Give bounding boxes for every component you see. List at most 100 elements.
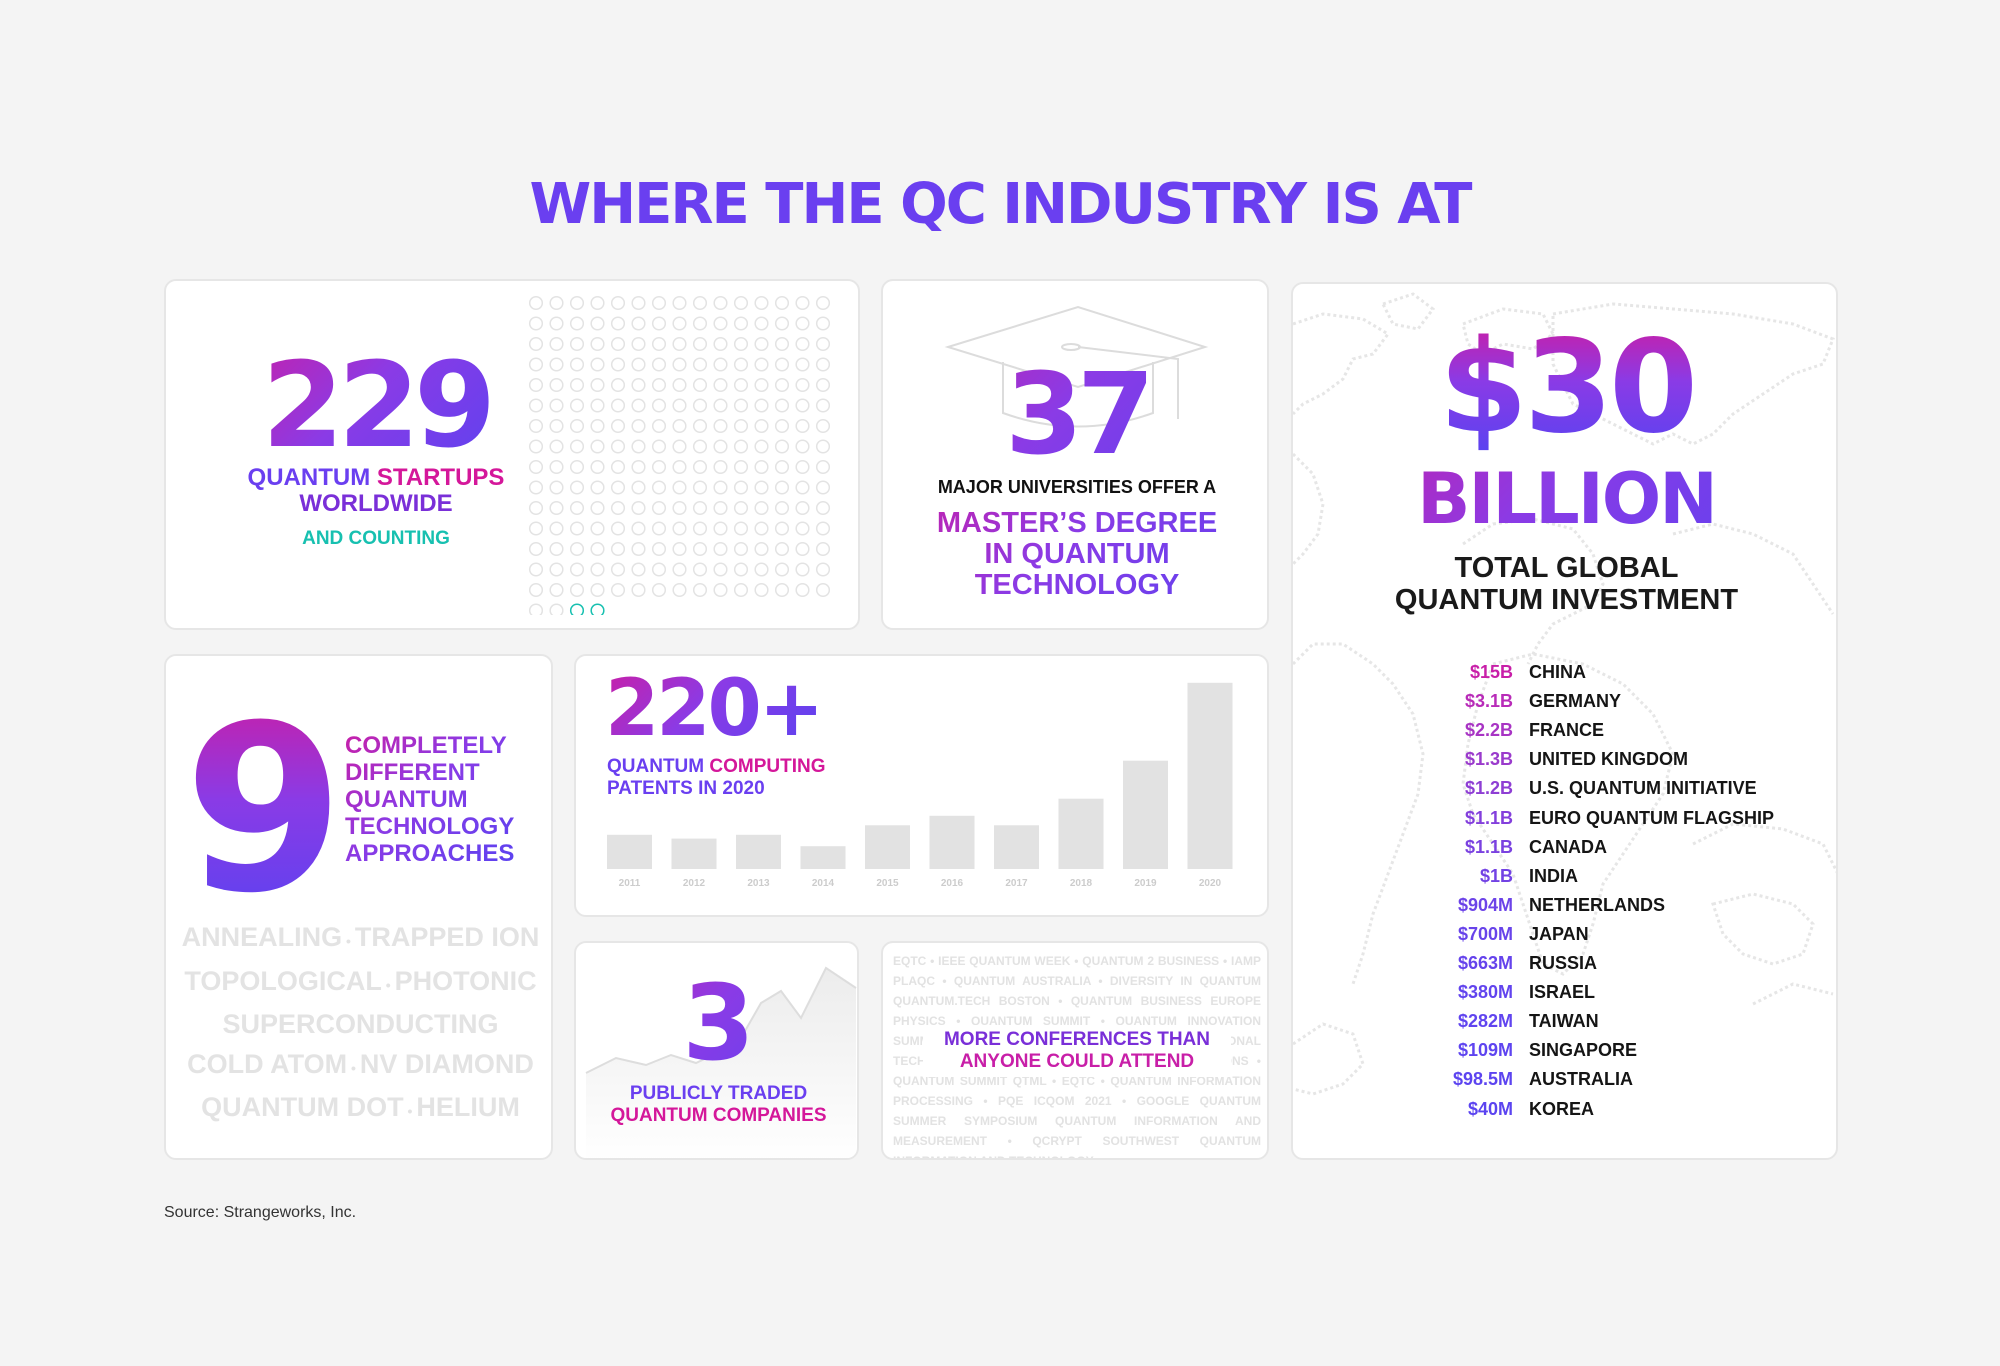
public-companies-line2: QUANTUM COMPANIES: [610, 1105, 827, 1126]
startup-dot: [528, 295, 544, 311]
startup-dot: [713, 582, 728, 598]
technology-text-line5: APPROACHES: [345, 840, 515, 867]
startup-dot: [692, 582, 708, 598]
startup-dot: [795, 398, 810, 413]
startup-dot: [713, 377, 728, 393]
startup-dot: [774, 316, 790, 331]
startup-dot: [590, 295, 605, 311]
startup-dot: [774, 295, 790, 311]
startup-dot: [795, 336, 810, 352]
technology-approach: TRAPPED ION: [354, 922, 540, 952]
technology-approaches-line: SUPERCONDUCTING: [166, 1005, 551, 1045]
startup-dot: [528, 439, 544, 454]
startups-label-quantum: QUANTUM: [247, 464, 377, 491]
patents-card: 2011 2012 2013 2014 2015 2016 2017 2018 2019 2020…: [574, 654, 1269, 917]
startup-dot: [754, 316, 769, 331]
startup-dot: [549, 357, 564, 372]
startup-dot: [631, 336, 646, 352]
patents-bar: [800, 846, 846, 869]
investment-amount-value: $1.2B: [1464, 778, 1513, 799]
startup-dot: [672, 562, 687, 577]
startup-dot: [590, 480, 605, 495]
investment-subtitle-line1: TOTAL GLOBAL: [1454, 552, 1679, 584]
startup-dot: [610, 295, 626, 311]
startup-dot: [569, 603, 585, 615]
startup-dot: [610, 377, 626, 393]
investment-country: CANADA: [1529, 836, 1607, 857]
startup-dot: [631, 500, 646, 516]
investment-amount-value: $1B: [1479, 865, 1513, 886]
startup-dot: [713, 562, 728, 577]
investment-amount-value: $1.3B: [1464, 749, 1513, 770]
investment-country: UNITED KINGDOM: [1529, 749, 1688, 770]
startup-dot: [672, 521, 687, 536]
startup-dot: [713, 500, 728, 516]
technology-text-line2: DIFFERENT: [345, 759, 480, 786]
startup-dot: [569, 582, 585, 598]
startup-dot: [672, 418, 687, 434]
investment-amount: $30: [1293, 324, 1836, 452]
patents-subtitle: QUANTUM COMPUTING PATENTS IN 2020: [607, 756, 826, 800]
startup-dot: [528, 336, 544, 352]
startup-dot: [754, 480, 769, 495]
startup-dot: [733, 582, 749, 598]
startup-dot: [569, 418, 585, 434]
technology-text-line3: QUANTUM: [345, 786, 468, 813]
startup-dot: [549, 398, 564, 413]
startup-dot: [549, 336, 564, 352]
startup-dot: [733, 357, 749, 372]
investment-country: INDIA: [1529, 865, 1578, 886]
startup-dot: [549, 541, 564, 557]
startup-dot: [692, 480, 708, 495]
patents-year-label: 2018: [1070, 878, 1093, 889]
universities-card: 37 MAJOR UNIVERSITIES OFFER A MASTER’S D…: [881, 279, 1269, 630]
technology-approach: COLD ATOM: [187, 1048, 348, 1079]
startup-dot: [672, 336, 687, 352]
startup-dot: [528, 603, 544, 615]
investment-country: EURO QUANTUM FLAGSHIP: [1529, 807, 1774, 828]
technology-approaches-line: QUANTUM DOT • HELIUM: [166, 1088, 551, 1132]
patents-year-label: 2011: [619, 878, 641, 889]
investment-card: $30 BILLION TOTAL GLOBAL QUANTUM INVESTM…: [1291, 282, 1838, 1160]
startup-dot: [815, 336, 831, 352]
startup-dot: [549, 582, 564, 598]
startup-dot: [713, 357, 728, 372]
startup-dot: [694, 604, 707, 615]
patents-subtitle-line2: PATENTS IN 2020: [607, 778, 765, 799]
startup-dot: [610, 562, 626, 577]
startup-dot: [713, 295, 728, 311]
source-note: Source: Strangeworks, Inc.: [164, 1204, 357, 1221]
patents-year-label: 2014: [812, 878, 835, 889]
patents-bar: [671, 838, 717, 869]
startup-dot: [528, 582, 544, 598]
startup-dot: [610, 418, 626, 434]
startup-dot: [549, 295, 564, 311]
technology-card: 9 COMPLETELY DIFFERENT QUANTUM TECHNOLOG…: [164, 654, 553, 1160]
startup-dot: [733, 316, 749, 331]
investment-row: $1.1B EURO QUANTUM FLAGSHIP: [1323, 808, 1823, 837]
startup-dot: [755, 604, 768, 615]
startup-dot: [631, 480, 646, 495]
investment-amount-value: $663M: [1457, 953, 1513, 973]
startup-dot: [733, 398, 749, 413]
startup-dot: [754, 357, 769, 372]
startup-dot: [735, 604, 748, 615]
investment-row: $109M SINGAPORE: [1323, 1040, 1823, 1069]
startup-dot: [795, 316, 810, 331]
startup-dot: [631, 398, 646, 413]
startup-dot: [549, 439, 564, 454]
startup-dot: [590, 500, 605, 516]
startup-dot: [754, 398, 769, 413]
startup-dot: [774, 336, 790, 352]
startup-dot: [549, 459, 564, 475]
startup-dot: [528, 541, 544, 557]
startup-dot: [672, 500, 687, 516]
startup-dot: [653, 604, 666, 615]
startup-dot: [528, 500, 544, 516]
graduation-cap-icon: [944, 305, 1209, 428]
startup-dot: [713, 336, 728, 352]
startup-dot: [549, 500, 564, 516]
startup-dot: [651, 582, 667, 598]
investment-amount-value: $3.1B: [1464, 691, 1513, 712]
startup-dot: [754, 418, 769, 434]
